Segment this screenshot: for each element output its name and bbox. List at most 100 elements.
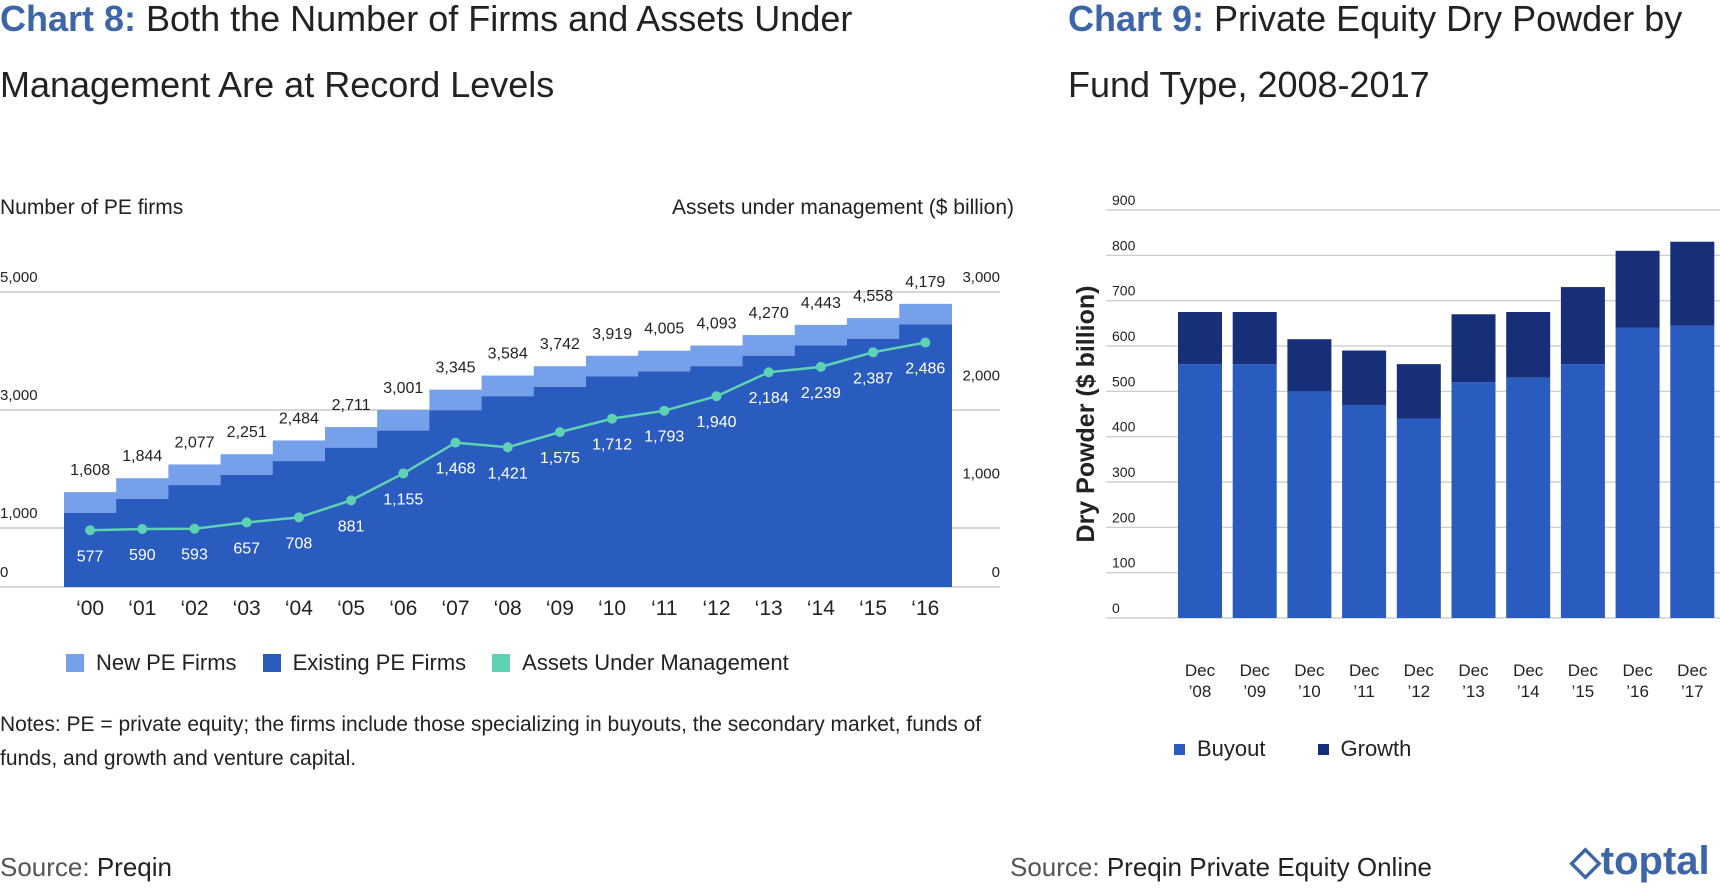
aum-point [711, 391, 722, 402]
aum-label: 1,712 [592, 437, 632, 454]
legend-item: Growth [1317, 736, 1412, 762]
chart8-plot: 5,000 3,000 1,000 0 3,000 2,000 1,000 0 1,608 ‘00… [0, 269, 1000, 620]
existing-firms-bar [794, 345, 848, 587]
x-tick-label-line1: Dec [1622, 661, 1653, 680]
x-tick-label: ‘11 [651, 597, 677, 620]
chart9-title-text: Private Equity Dry Powder by Fund Type, … [1068, 0, 1683, 105]
chart9-plot: 0 100 200 300 400 500 600 700 800 900 Dry Powder (… [1072, 192, 1720, 701]
aum-label: 593 [181, 547, 208, 564]
total-firms-label: 3,584 [488, 346, 528, 363]
aum-point [189, 523, 200, 534]
growth-bar [1506, 312, 1551, 378]
new-firms-bar [586, 355, 639, 377]
legend-swatch [262, 654, 281, 672]
growth-bar [1178, 312, 1222, 365]
new-firms-bar [533, 366, 587, 387]
existing-firms-bar [742, 355, 796, 587]
existing-firms-bar [899, 324, 952, 587]
x-tick-label-line2: ’14 [1517, 682, 1540, 701]
x-tick-label: ‘14 [807, 597, 835, 620]
x-tick-label: ‘01 [128, 597, 156, 620]
new-firms-bar [325, 427, 378, 448]
growth-bar [1232, 312, 1277, 365]
total-firms-label: 3,742 [540, 336, 580, 353]
aum-point [241, 517, 252, 528]
new-firms-bar [272, 440, 326, 462]
aum-point [607, 413, 618, 424]
growth-bar [1342, 350, 1387, 405]
aum-point [85, 525, 96, 536]
new-firms-bar [481, 375, 535, 397]
existing-firms-bar [586, 376, 639, 587]
new-firms-bar [794, 324, 848, 346]
x-tick-label-line2: ’16 [1626, 682, 1649, 701]
aum-label: 2,387 [853, 370, 893, 387]
x-tick-label-line2: ’09 [1243, 682, 1266, 701]
chart9-source-label: Source: [1010, 852, 1100, 882]
aum-point [763, 367, 774, 378]
chart8-legend: New PE Firms Existing PE Firms Assets Unde… [66, 650, 815, 676]
total-firms-label: 2,484 [279, 410, 319, 427]
x-tick-label: ‘08 [494, 597, 522, 620]
buyout-bar [1287, 391, 1332, 618]
y-tick-label: 100 [1112, 555, 1136, 571]
growth-bar [1451, 314, 1496, 383]
buyout-bar [1232, 364, 1277, 618]
existing-firms-bar [481, 396, 535, 587]
legend-label: Existing PE Firms [292, 650, 467, 675]
left-tick-label: 1,000 [0, 505, 38, 522]
total-firms-label: 2,251 [227, 424, 267, 441]
chart8-title-text: Both the Number of Firms and Assets Unde… [0, 0, 853, 105]
aum-label: 1,155 [383, 491, 423, 508]
total-firms-label: 4,443 [801, 295, 841, 312]
legend-label: Growth [1340, 736, 1412, 761]
buyout-bar [1670, 325, 1715, 618]
y-tick-label: 800 [1112, 237, 1136, 253]
growth-bar [1560, 287, 1605, 365]
y-tick-label: 0 [1112, 600, 1120, 616]
x-tick-label-line1: Dec [1568, 661, 1599, 680]
total-firms-label: 3,001 [383, 380, 423, 397]
toptal-logo-text: toptal [1600, 839, 1710, 883]
chart9-title: Chart 9: Private Equity Dry Powder by Fu… [1068, 0, 1718, 118]
growth-bar [1287, 339, 1332, 392]
growth-bar [1396, 364, 1441, 419]
legend-item: New PE Firms [66, 650, 237, 676]
right-axis-title: Assets under management ($ billion) [671, 196, 1014, 219]
x-tick-label: ‘16 [911, 597, 939, 620]
chart8-title: Chart 8: Both the Number of Firms and As… [0, 0, 960, 118]
aum-label: 657 [233, 540, 260, 557]
chart9-title-number: Chart 9: [1068, 0, 1205, 39]
legend-label: Assets Under Management [522, 650, 789, 675]
x-tick-label: ‘05 [337, 597, 365, 620]
buyout-bar [1560, 364, 1605, 618]
new-firms-bar [168, 464, 222, 486]
y-tick-label: 400 [1112, 419, 1136, 435]
growth-bar [1670, 241, 1715, 326]
existing-firms-bar [638, 371, 691, 587]
x-tick-label-line1: Dec [1185, 661, 1216, 680]
y-tick-label: 500 [1112, 373, 1136, 389]
right-tick-label: 2,000 [962, 367, 1000, 384]
aum-point [502, 442, 513, 453]
aum-point [659, 405, 670, 416]
y-tick-label: 300 [1112, 464, 1136, 480]
aum-label: 1,468 [435, 461, 475, 478]
aum-point [137, 523, 148, 534]
x-tick-label-line2: ’10 [1298, 682, 1321, 701]
x-tick-label-line2: ’11 [1353, 682, 1374, 701]
x-tick-label: ‘00 [76, 597, 104, 620]
buyout-bar [1178, 364, 1222, 618]
new-firms-bar [847, 318, 900, 339]
legend-item: Buyout [1174, 736, 1266, 762]
left-tick-label: 3,000 [0, 387, 38, 404]
new-firms-bar [742, 335, 796, 356]
chart9-source: Source: Preqin Private Equity Online [1010, 852, 1432, 883]
total-firms-label: 3,345 [435, 360, 475, 377]
legend-label: Buyout [1197, 736, 1266, 761]
existing-firms-bar [690, 366, 744, 587]
new-firms-bar [64, 492, 117, 513]
total-firms-label: 2,077 [174, 434, 214, 451]
toptal-logo[interactable]: ◇toptal [1570, 838, 1710, 884]
right-tick-label: 0 [992, 564, 1000, 581]
